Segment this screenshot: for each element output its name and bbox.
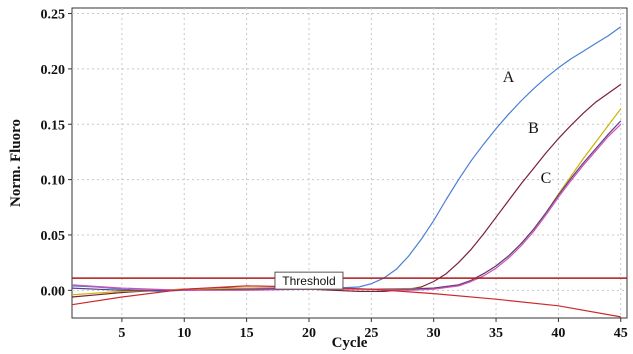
- annotation-a: A: [503, 69, 515, 86]
- y-axis-ticks: 0.00 0.05 0.10 0.15 0.20 0.25: [41, 8, 72, 299]
- plot-frame: [71, 7, 628, 319]
- x-tick-label: 25: [364, 326, 378, 341]
- y-tick-label: 0.00: [41, 284, 66, 299]
- plot-area: [71, 7, 628, 319]
- y-tick-label: 0.25: [41, 8, 66, 23]
- x-tick-label: 20: [302, 326, 316, 341]
- x-tick-label: 10: [177, 326, 191, 341]
- series-line-5: [71, 123, 622, 291]
- threshold-label-box: [274, 271, 344, 290]
- y-tick-label: 0.15: [41, 118, 66, 133]
- x-tick-label: 40: [551, 326, 565, 341]
- x-tick-label: 5: [118, 326, 125, 341]
- grid-lines: [72, 8, 627, 318]
- y-tick-label: 0.10: [41, 174, 66, 189]
- y-tick-label: 0.05: [41, 229, 66, 244]
- threshold: Threshold: [72, 271, 627, 290]
- annotation-c: C: [541, 170, 552, 187]
- x-tick-label: 30: [427, 326, 441, 341]
- y-tick-label: 0.20: [41, 63, 66, 78]
- y-axis-title: Norm. Fluoro: [8, 119, 24, 207]
- x-tick-label: 45: [614, 326, 628, 341]
- x-tick-label: 15: [240, 326, 254, 341]
- x-tick-label: 35: [489, 326, 503, 341]
- x-axis-ticks: 5 10 15 20 25 30 35 40 45: [118, 318, 628, 341]
- x-axis-title: Cycle: [332, 335, 368, 351]
- threshold-label: Threshold: [282, 274, 335, 288]
- annotation-b: B: [528, 120, 539, 137]
- series-annotations: A B C: [503, 69, 552, 187]
